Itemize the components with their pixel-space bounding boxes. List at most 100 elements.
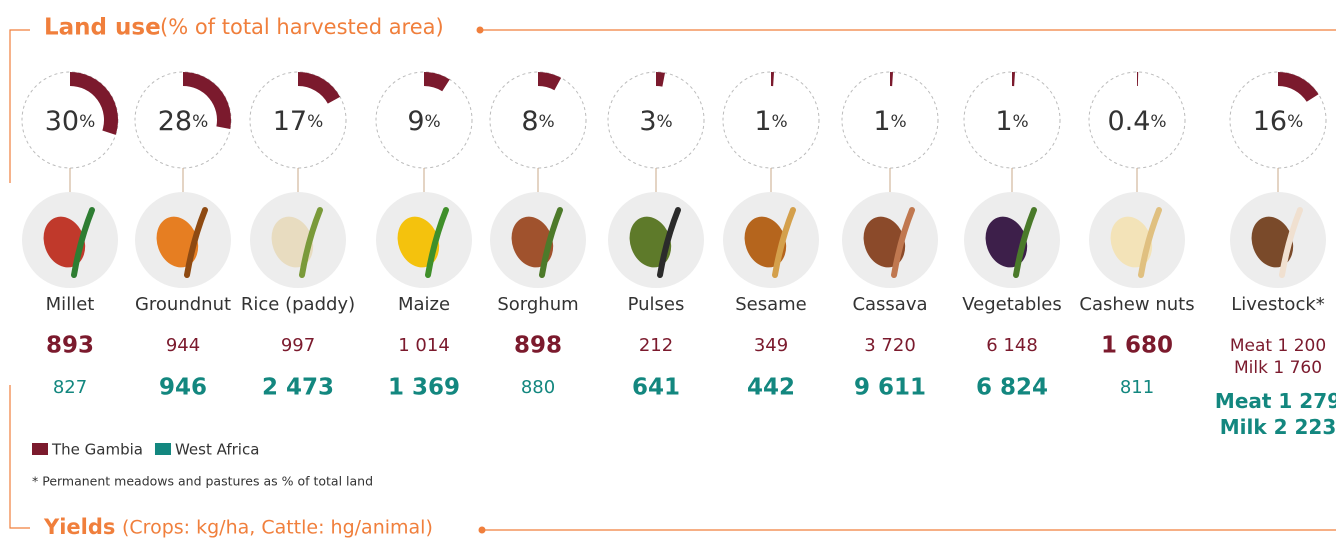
share-label: 1%	[995, 106, 1028, 137]
share-unit: %	[1013, 112, 1029, 132]
yield-value: 2 223	[1274, 415, 1336, 439]
yield-west-africa: 811	[1120, 377, 1154, 398]
yield-kind: Milk	[1220, 415, 1268, 439]
share-unit: %	[657, 112, 673, 132]
yield-west-africa: Milk 2 223	[1220, 415, 1336, 439]
share-arc	[655, 72, 665, 87]
icon	[1013, 207, 1037, 278]
share-label: 1%	[873, 106, 906, 137]
icon	[1251, 216, 1294, 268]
share-value: 1	[754, 106, 771, 137]
header-title: Land use	[44, 15, 161, 41]
yield-gambia: 349	[754, 335, 788, 356]
yield-gambia: 893	[46, 333, 94, 359]
icon	[863, 216, 906, 268]
icon	[271, 216, 314, 268]
crop-name: Groundnut	[135, 294, 231, 315]
share-unit: %	[772, 112, 788, 132]
icon	[43, 216, 86, 268]
crop-name: Maize	[398, 294, 450, 315]
crop-name: Sesame	[735, 294, 807, 315]
icon	[425, 207, 449, 278]
yield-value: 1 279	[1278, 389, 1336, 413]
yield-gambia: 3 720	[864, 335, 916, 356]
dot	[476, 26, 484, 34]
crop-name: Millet	[46, 294, 95, 315]
icon	[299, 207, 323, 278]
yield-value: 1 760	[1273, 358, 1322, 378]
yield-gambia: Milk 1 760	[1234, 358, 1322, 378]
icon	[539, 207, 563, 278]
icon	[985, 216, 1028, 268]
yield-west-africa: 6 824	[976, 375, 1048, 401]
gauge-outline	[722, 71, 820, 169]
legend-label: The Gambia	[51, 441, 143, 459]
icon	[397, 216, 440, 268]
legend-swatch	[32, 443, 48, 455]
icon	[511, 216, 554, 268]
footer-subtitle: (Crops: kg/ha, Cattle: hg/animal)	[122, 517, 433, 539]
share-value: 3	[639, 106, 656, 137]
crop-name: Vegetables	[962, 294, 1061, 315]
yield-kind: Meat	[1215, 389, 1272, 413]
share-label: 30%	[45, 106, 96, 137]
share-arc	[69, 72, 118, 135]
legend: The Gambia West Africa	[32, 441, 259, 459]
share-unit: %	[307, 112, 323, 132]
share-unit: %	[1287, 112, 1303, 132]
share-unit: %	[539, 112, 555, 132]
share-value: 30	[45, 106, 79, 137]
share-label: 8%	[521, 106, 554, 137]
share-arc	[297, 72, 341, 104]
share-label: 3%	[639, 106, 672, 137]
icon	[156, 216, 199, 268]
crop-name: Sorghum	[497, 294, 578, 315]
yield-gambia: 997	[281, 335, 315, 356]
yield-west-africa: 827	[53, 377, 87, 398]
share-unit: %	[1150, 112, 1166, 132]
yield-gambia: 6 148	[986, 335, 1038, 356]
icon	[184, 207, 208, 278]
gauge-outline	[841, 71, 939, 169]
yield-kind: Meat	[1230, 336, 1273, 356]
crop-name: Pulses	[628, 294, 685, 315]
share-arc	[423, 72, 450, 92]
yield-value: 1 200	[1277, 336, 1326, 356]
yield-west-africa: 946	[159, 375, 207, 401]
share-label: 17%	[273, 106, 324, 137]
share-unit: %	[891, 112, 907, 132]
yield-kind: Milk	[1234, 358, 1268, 378]
yield-gambia: 1 014	[398, 335, 450, 356]
share-unit: %	[192, 112, 208, 132]
share-value: 9	[407, 106, 424, 137]
icon	[891, 207, 915, 278]
share-label: 9%	[407, 106, 440, 137]
share-value: 1	[995, 106, 1012, 137]
crop-name: Cashew nuts	[1079, 294, 1194, 315]
yield-gambia: Meat 1 200	[1230, 336, 1326, 356]
share-unit: %	[425, 112, 441, 132]
gauge-outline	[963, 71, 1061, 169]
share-arc	[182, 72, 231, 129]
gauge-outline	[249, 71, 347, 169]
icon	[744, 216, 787, 268]
gauge-outline	[1229, 71, 1327, 169]
columns: 30%Millet89382728%Groundnut94494617%Rice…	[21, 71, 1336, 439]
legend-label: West Africa	[175, 441, 259, 459]
share-value: 28	[158, 106, 192, 137]
icon	[772, 207, 796, 278]
crop-name: Rice (paddy)	[241, 294, 355, 315]
icon	[1138, 207, 1162, 278]
share-label: 16%	[1253, 106, 1304, 137]
yield-west-africa: 442	[747, 375, 795, 401]
icon	[657, 207, 681, 278]
crop-name: Cassava	[852, 294, 927, 315]
icon	[1279, 207, 1303, 278]
dot	[478, 526, 486, 534]
share-arc	[537, 72, 562, 91]
gauge-outline	[607, 71, 705, 169]
share-value: 17	[273, 106, 307, 137]
share-label: 0.4%	[1107, 106, 1166, 137]
yield-gambia: 1 680	[1101, 333, 1173, 359]
